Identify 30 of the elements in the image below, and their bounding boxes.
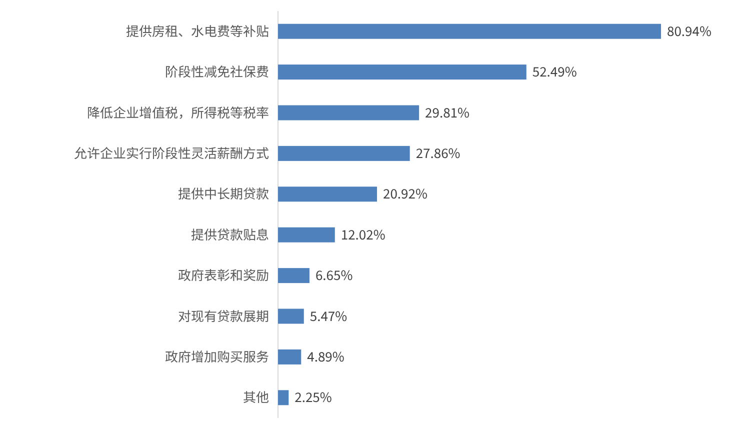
bar	[278, 268, 310, 284]
y-tick-label: 提供中长期贷款	[178, 184, 269, 203]
y-tick-label: 提供房租、水电费等补贴	[126, 20, 269, 40]
bar	[278, 227, 335, 242]
bar	[278, 24, 661, 39]
y-tick-label: 降低企业增值税，所得税等税率	[86, 102, 269, 122]
y-tick-label: 提供贷款贴息	[190, 224, 269, 244]
bar	[278, 308, 304, 324]
data-label: 27.86%	[416, 142, 460, 162]
y-tick-label: 政府表彰和奖励	[178, 265, 269, 284]
bar	[278, 64, 526, 80]
data-label: 6.65%	[315, 265, 353, 284]
data-label: 12.02%	[340, 224, 386, 244]
data-label: 4.89%	[307, 346, 344, 366]
bar	[278, 146, 410, 161]
y-tick-label: 政府增加购买服务	[164, 346, 269, 366]
bar	[278, 186, 377, 202]
bar	[278, 105, 420, 120]
y-tick-label: 其他	[242, 387, 269, 406]
y-tick-label: 对现有贷款展期	[178, 306, 269, 325]
y-tick-label: 允许企业实行阶段性灵活薪酬方式	[74, 142, 269, 162]
y-tick-label: 阶段性减免社保费	[164, 62, 269, 81]
data-label: 29.81%	[425, 102, 470, 122]
data-label: 52.49%	[532, 62, 577, 81]
data-label: 5.47%	[310, 306, 348, 325]
data-label: 20.92%	[382, 184, 428, 203]
data-label: 80.94%	[667, 20, 712, 40]
data-label: 2.25%	[294, 387, 332, 406]
bar	[278, 390, 289, 406]
bar	[278, 349, 302, 364]
